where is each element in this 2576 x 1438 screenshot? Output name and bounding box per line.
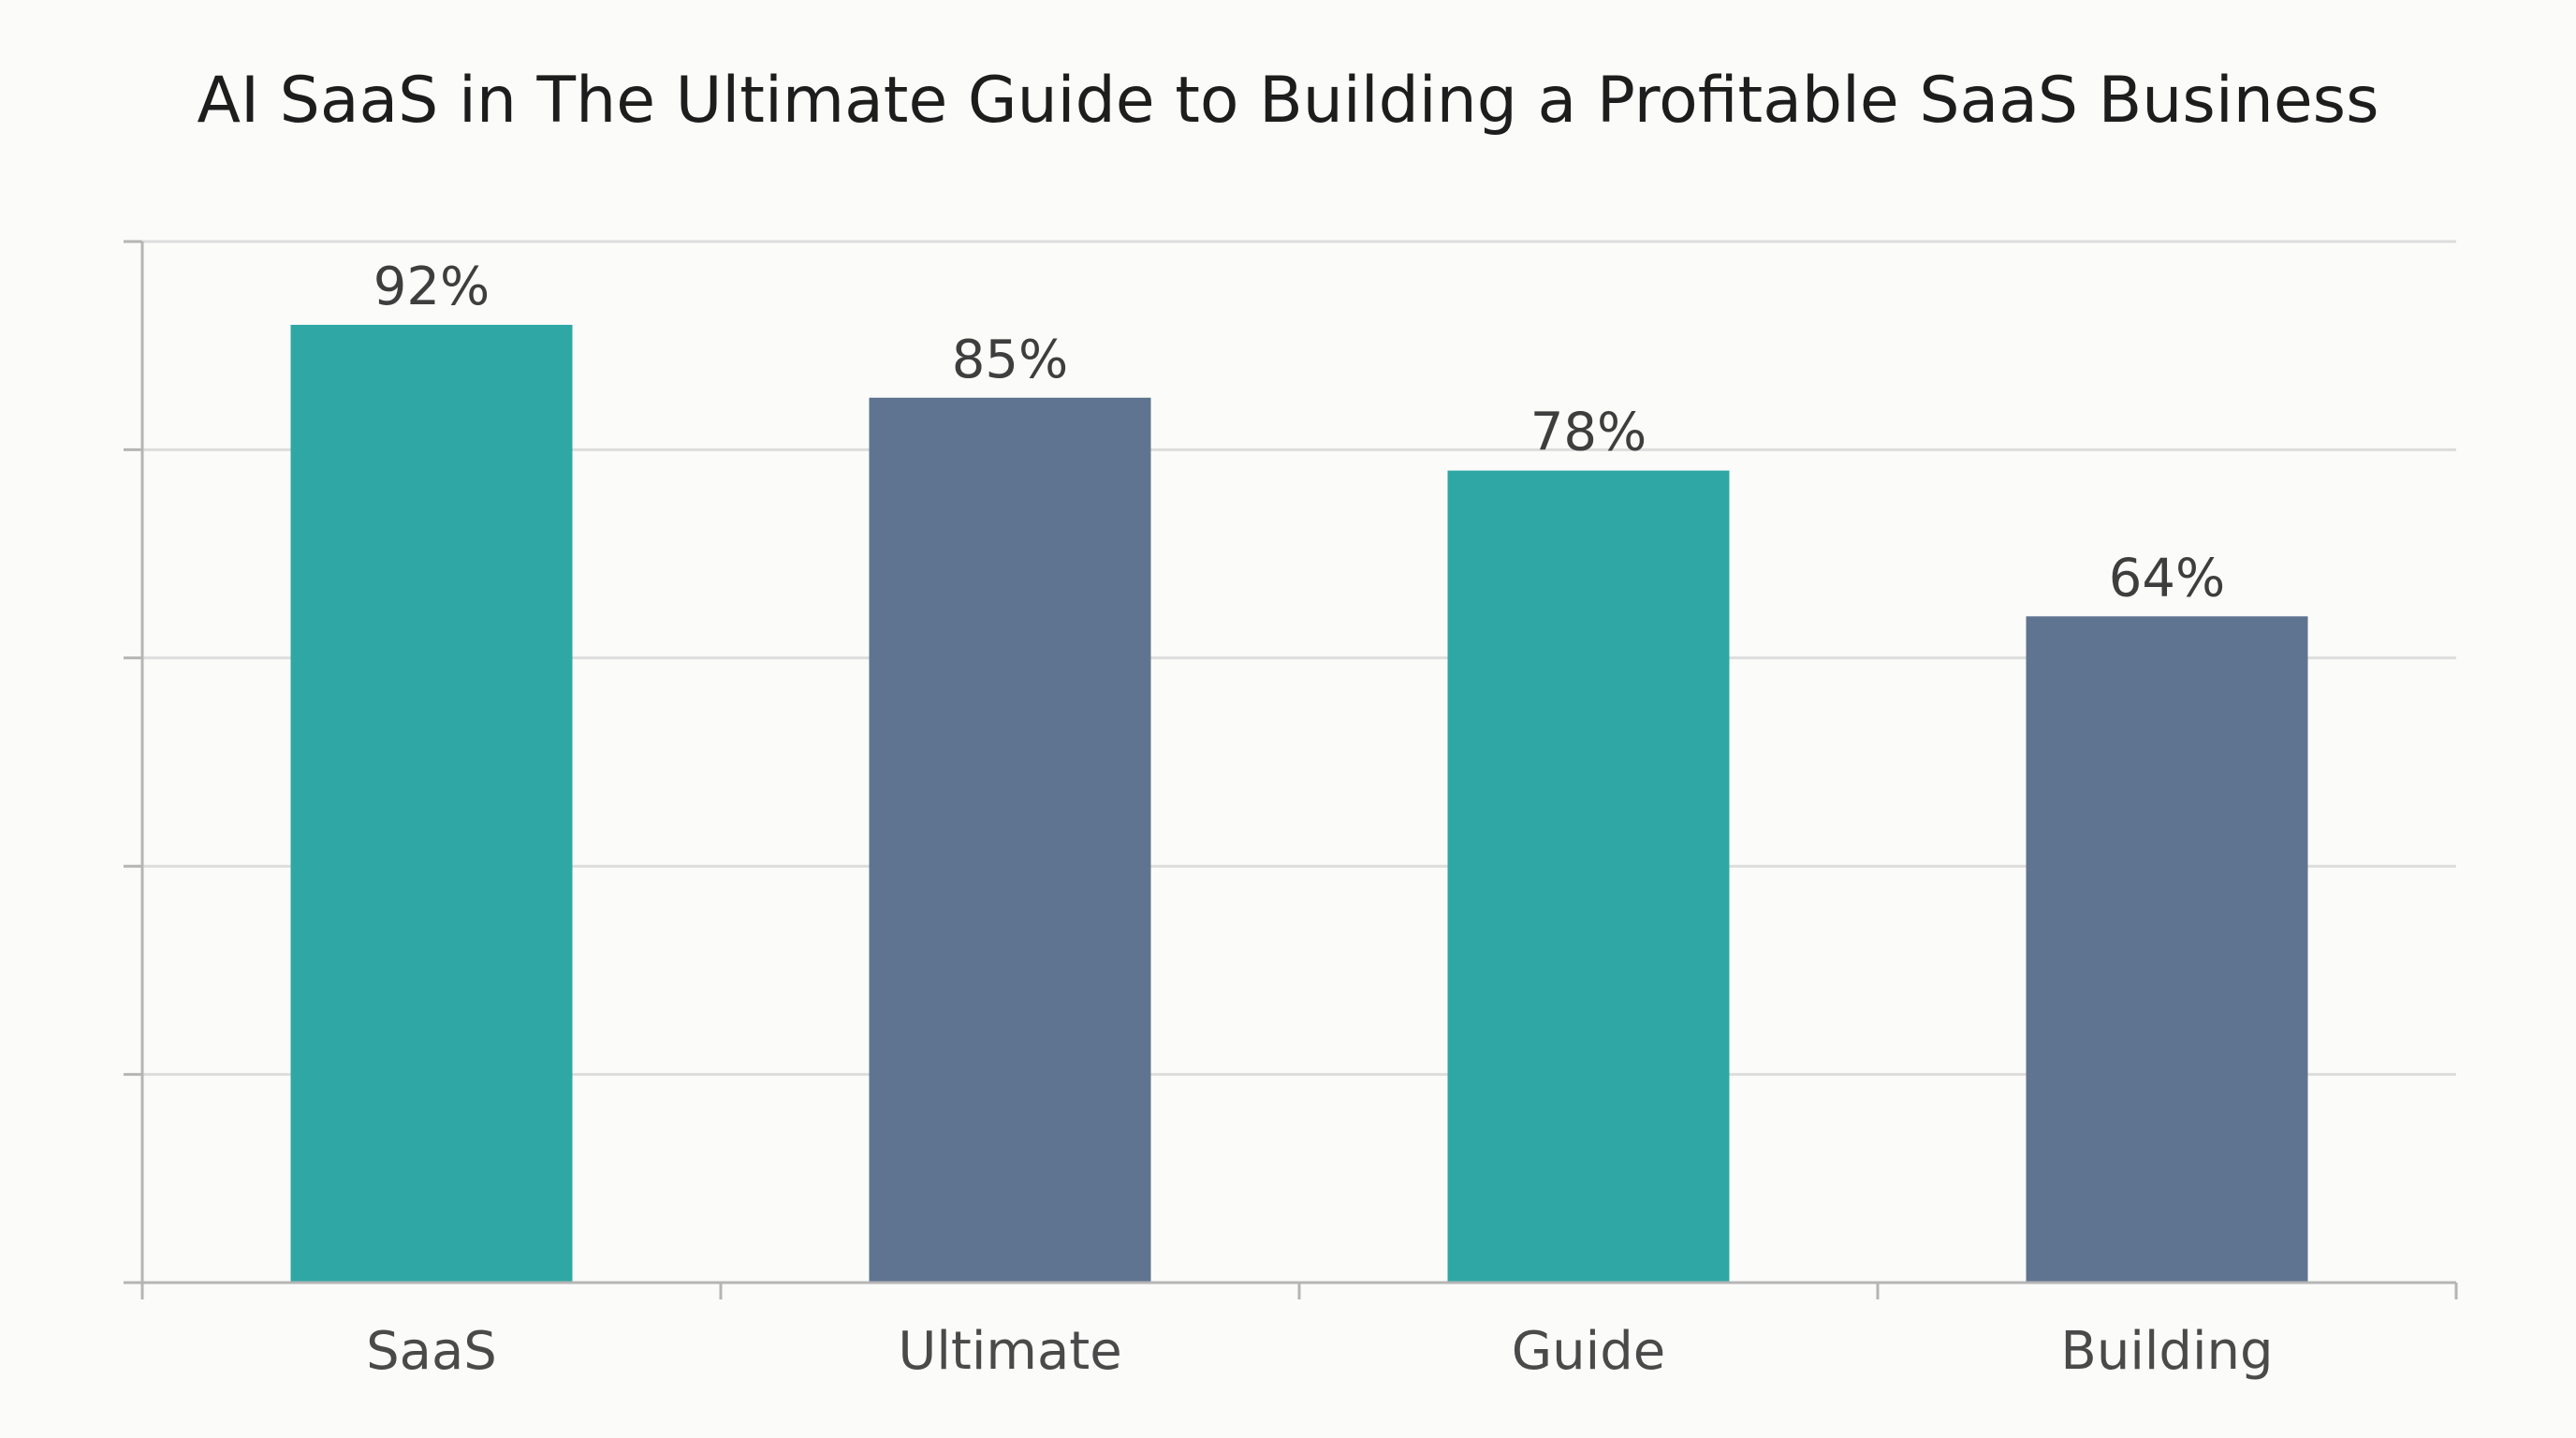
data-label: 92%: [373, 257, 490, 317]
x-tick-label: Building: [2060, 1321, 2273, 1382]
bar: [290, 324, 573, 1284]
data-label: 85%: [952, 330, 1068, 390]
x-tick-label: SaaS: [366, 1321, 497, 1382]
data-label: 64%: [2109, 548, 2225, 609]
bars: [290, 324, 2308, 1284]
x-tick-label: Ultimate: [898, 1321, 1121, 1382]
bar: [1447, 470, 1730, 1283]
chart-title: AI SaaS in The Ultimate Guide to Buildin…: [197, 64, 2379, 138]
x-tick-label: Guide: [1512, 1321, 1665, 1382]
data-label: 78%: [1530, 403, 1647, 463]
axes: [124, 240, 2458, 1299]
labels: 92% SaaS 85% Ultimate 78% Guide 64% Building: [366, 257, 2273, 1382]
bar: [869, 397, 1151, 1283]
bar: [2026, 616, 2308, 1283]
